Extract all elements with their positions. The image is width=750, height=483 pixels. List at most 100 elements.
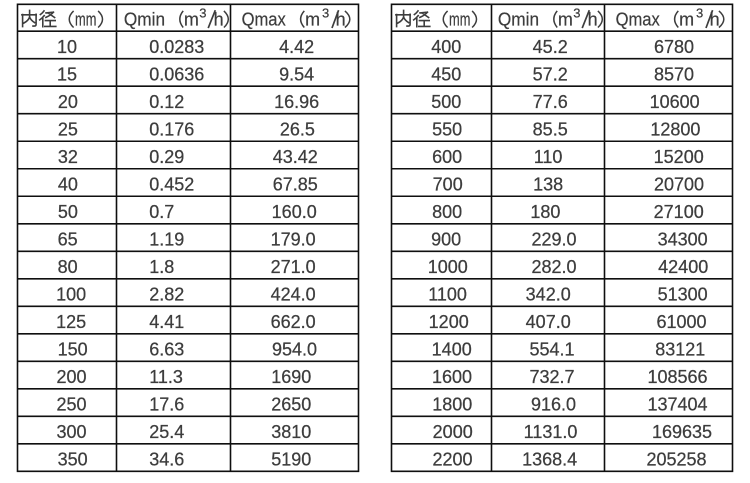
svg-text:50: 50 — [58, 202, 78, 222]
svg-text:77.6: 77.6 — [533, 92, 568, 112]
svg-text:8570: 8570 — [654, 64, 694, 84]
svg-text:57.2: 57.2 — [533, 64, 568, 84]
svg-text:17.6: 17.6 — [149, 395, 184, 415]
svg-text:3810: 3810 — [271, 422, 311, 442]
svg-text:2200: 2200 — [432, 450, 472, 470]
svg-text:34.6: 34.6 — [149, 450, 184, 470]
svg-text:205258: 205258 — [646, 450, 706, 470]
svg-text:1000: 1000 — [428, 257, 468, 277]
svg-text:16.96: 16.96 — [274, 92, 319, 112]
svg-text:900: 900 — [431, 229, 461, 249]
svg-text:800: 800 — [432, 202, 462, 222]
svg-text:51300: 51300 — [658, 284, 708, 304]
svg-text:200: 200 — [56, 367, 86, 387]
svg-text:350: 350 — [58, 450, 88, 470]
svg-text:1400: 1400 — [432, 340, 472, 360]
svg-text:407.0: 407.0 — [526, 312, 571, 332]
svg-text:43.42: 43.42 — [273, 147, 318, 167]
svg-text:138: 138 — [533, 174, 563, 194]
svg-text:400: 400 — [431, 37, 461, 57]
svg-text:h: h — [336, 9, 346, 29]
svg-text:1690: 1690 — [271, 367, 311, 387]
svg-text:0.452: 0.452 — [149, 174, 194, 194]
svg-text:80: 80 — [58, 257, 78, 277]
svg-text:5190: 5190 — [271, 450, 311, 470]
svg-text:2.82: 2.82 — [149, 284, 184, 304]
svg-text:10600: 10600 — [650, 92, 700, 112]
svg-text:20700: 20700 — [654, 174, 704, 194]
svg-text:27100: 27100 — [654, 202, 704, 222]
svg-text:m: m — [305, 9, 320, 29]
svg-text:169635: 169635 — [652, 422, 712, 442]
svg-text:160.0: 160.0 — [272, 202, 317, 222]
svg-text:554.1: 554.1 — [529, 340, 574, 360]
svg-text:4.41: 4.41 — [149, 312, 184, 332]
svg-text:137404: 137404 — [647, 395, 707, 415]
svg-text:282.0: 282.0 — [531, 257, 576, 277]
svg-text:25.4: 25.4 — [149, 422, 184, 442]
svg-text:1100: 1100 — [428, 284, 467, 304]
svg-text:m: m — [184, 9, 199, 29]
svg-text:550: 550 — [432, 119, 462, 139]
svg-text:916.0: 916.0 — [531, 395, 576, 415]
svg-text:h: h — [214, 9, 224, 29]
svg-text:3: 3 — [696, 5, 703, 20]
svg-text:12800: 12800 — [650, 119, 700, 139]
svg-text:Qmax: Qmax — [616, 9, 660, 29]
svg-text:6780: 6780 — [654, 37, 694, 57]
svg-text:15200: 15200 — [654, 147, 704, 167]
svg-text:0.7: 0.7 — [149, 202, 174, 222]
svg-text:125: 125 — [56, 312, 86, 332]
svg-text:mm: mm — [75, 9, 96, 29]
svg-text:450: 450 — [431, 64, 461, 84]
svg-text:6.63: 6.63 — [149, 340, 184, 360]
svg-text:34300: 34300 — [658, 229, 708, 249]
svg-text:0.29: 0.29 — [149, 147, 184, 167]
svg-text:25: 25 — [58, 119, 78, 139]
svg-text:108566: 108566 — [647, 367, 707, 387]
svg-text:h: h — [710, 9, 720, 29]
svg-text:271.0: 271.0 — [271, 257, 316, 277]
svg-text:11.3: 11.3 — [149, 367, 183, 387]
svg-text:1200: 1200 — [429, 312, 469, 332]
svg-text:3: 3 — [573, 5, 580, 20]
svg-text:0.176: 0.176 — [149, 119, 194, 139]
svg-text:1.8: 1.8 — [149, 257, 174, 277]
svg-text:40: 40 — [58, 174, 78, 194]
svg-text:1600: 1600 — [432, 367, 472, 387]
svg-text:0.0636: 0.0636 — [149, 64, 204, 84]
svg-text:500: 500 — [431, 92, 461, 112]
svg-text:61000: 61000 — [656, 312, 706, 332]
svg-text:700: 700 — [433, 174, 463, 194]
svg-text:342.0: 342.0 — [526, 284, 571, 304]
svg-text:10: 10 — [57, 37, 77, 57]
svg-text:Qmin: Qmin — [498, 9, 539, 29]
svg-text:32: 32 — [58, 147, 78, 167]
svg-text:150: 150 — [58, 340, 88, 360]
svg-text:3: 3 — [322, 5, 329, 20]
svg-text:65: 65 — [58, 229, 78, 249]
svg-text:m: m — [558, 9, 573, 29]
svg-text:1800: 1800 — [432, 395, 472, 415]
svg-text:229.0: 229.0 — [531, 229, 576, 249]
svg-text:662.0: 662.0 — [271, 312, 316, 332]
svg-text:Qmax: Qmax — [242, 9, 286, 29]
svg-text:mm: mm — [449, 9, 470, 29]
svg-text:h: h — [588, 9, 598, 29]
svg-text:4.42: 4.42 — [279, 37, 314, 57]
svg-text:9.54: 9.54 — [279, 64, 314, 84]
svg-text:180: 180 — [530, 202, 560, 222]
svg-text:100: 100 — [56, 284, 86, 304]
svg-text:1131.0: 1131.0 — [524, 422, 578, 442]
svg-text:732.7: 732.7 — [529, 367, 574, 387]
svg-text:250: 250 — [56, 395, 86, 415]
svg-text:600: 600 — [432, 147, 462, 167]
svg-text:20: 20 — [58, 92, 78, 112]
svg-text:85.5: 85.5 — [533, 119, 568, 139]
svg-text:1368.4: 1368.4 — [522, 450, 577, 470]
svg-text:15: 15 — [57, 64, 77, 84]
svg-text:67.85: 67.85 — [273, 174, 318, 194]
svg-text:2650: 2650 — [271, 395, 311, 415]
svg-text:83121: 83121 — [655, 340, 705, 360]
svg-text:42400: 42400 — [658, 257, 708, 277]
